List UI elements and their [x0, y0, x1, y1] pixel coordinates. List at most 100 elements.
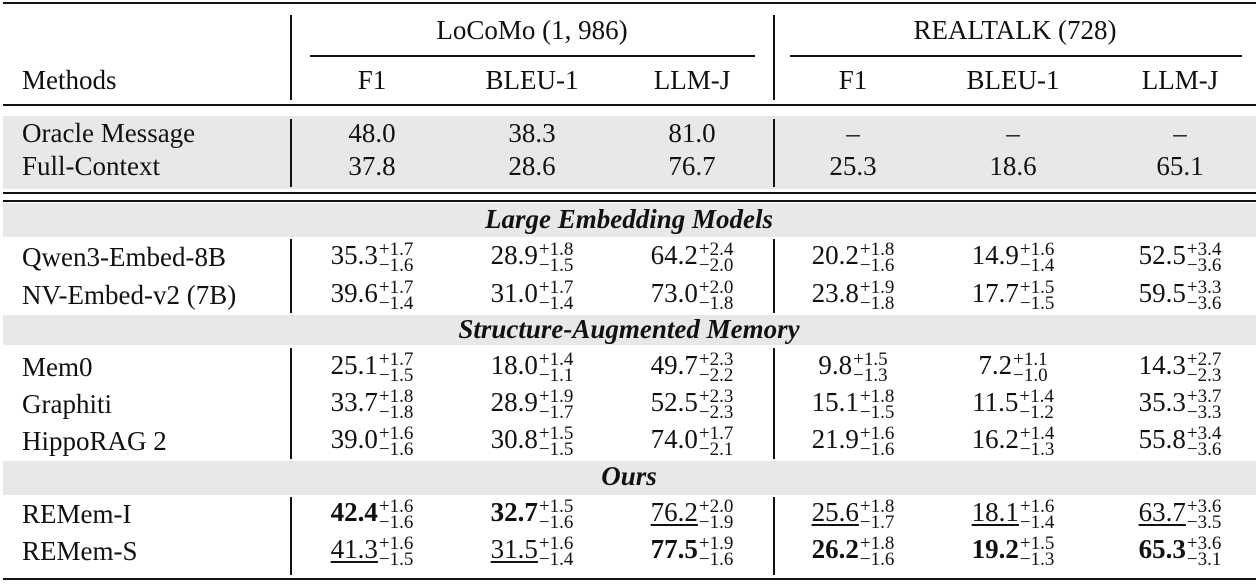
- group-header: LoCoMo (1, 986): [436, 15, 628, 45]
- upper-bound: +2.0: [698, 495, 734, 517]
- upper-bound: +1.8: [859, 495, 895, 517]
- row-name: REMem-I: [22, 499, 132, 529]
- section-title: Ours: [601, 461, 657, 491]
- cell-value: 55.8: [1138, 424, 1186, 454]
- cell: 74.0 +1.7 −2.1: [651, 422, 734, 460]
- rule: [3, 192, 1256, 194]
- cell-value: 64.2: [650, 240, 698, 270]
- upper-bound: +1.1: [1013, 348, 1048, 370]
- interval: +3.4 −3.6: [1186, 238, 1222, 275]
- section-title: Structure-Augmented Memory: [458, 314, 800, 344]
- interval: +2.0 −1.8: [699, 278, 733, 313]
- cell-value: 59.5: [1138, 278, 1186, 308]
- cell-value: 9.8: [818, 350, 853, 380]
- cell-value: 18.1: [971, 497, 1019, 527]
- separator: [773, 348, 775, 459]
- cell-value: 17.7: [971, 278, 1019, 308]
- upper-bound: +1.8: [859, 385, 895, 407]
- cell-value: 41.3: [330, 534, 378, 564]
- rule: [3, 2, 1256, 4]
- row-name: REMem-S: [22, 536, 138, 566]
- upper-bound: +3.7: [1186, 385, 1222, 407]
- separator: [773, 15, 775, 100]
- lower-bound: −1.7: [538, 401, 574, 423]
- rule: [3, 578, 1256, 580]
- upper-bound: +1.8: [859, 532, 895, 554]
- cell: 26.2 +1.8 −1.6: [811, 532, 895, 569]
- lower-bound: −1.5: [1019, 292, 1055, 314]
- cell-value: 11.5: [972, 387, 1019, 417]
- upper-bound: +3.4: [1186, 238, 1222, 260]
- lower-bound: −1.8: [378, 401, 414, 423]
- cell-value: 35.3: [330, 240, 378, 270]
- upper-bound: +1.7: [378, 276, 414, 298]
- cell: 35.3 +3.7 −3.3: [1138, 385, 1222, 422]
- cell: 52.5 +2.3 −2.3: [651, 385, 734, 423]
- cell-value: 15.1: [811, 387, 859, 417]
- cell: 39.6 +1.7 −1.4: [330, 276, 414, 313]
- upper-bound: +1.6: [859, 422, 895, 444]
- interval: +1.7 −1.5: [378, 348, 414, 386]
- cell-value: 35.3: [1138, 387, 1186, 417]
- cell-value: 31.5: [490, 534, 538, 564]
- interval: +1.1 −1.0: [1013, 348, 1048, 385]
- interval: +1.4 −1.1: [538, 350, 574, 386]
- lower-bound: −1.5: [378, 548, 414, 570]
- cell-value: 33.7: [330, 387, 378, 417]
- interval: +1.5 −1.5: [1019, 278, 1055, 314]
- interval: +2.4 −2.0: [699, 240, 733, 275]
- cell: 14.9 +1.6 −1.4: [972, 240, 1055, 276]
- lower-bound: −1.5: [538, 254, 574, 276]
- cell: 18.6: [989, 151, 1037, 181]
- cell: 73.0 +2.0 −1.8: [650, 278, 734, 313]
- row-name: Qwen3-Embed-8B: [22, 242, 226, 272]
- interval: +1.7 −1.4: [378, 276, 414, 313]
- interval: +1.4 −1.3: [1020, 424, 1054, 459]
- rule: [3, 104, 1256, 106]
- metric-header: BLEU-1: [485, 65, 579, 95]
- metric-header: BLEU-1: [966, 65, 1060, 95]
- upper-bound: +1.7: [698, 422, 734, 444]
- cell-value: 7.2: [978, 350, 1013, 380]
- interval: +1.8 −1.6: [859, 532, 895, 569]
- row-name: Graphiti: [22, 389, 112, 419]
- cell-value: 73.0: [650, 278, 698, 308]
- cell: 76.7: [668, 151, 716, 181]
- row-name: NV-Embed-v2 (7B): [22, 280, 237, 310]
- cell-value: 25.1: [330, 350, 378, 380]
- cell: 65.1: [1156, 151, 1204, 181]
- upper-bound: +1.9: [538, 385, 574, 407]
- interval: +1.8 −1.8: [378, 387, 414, 423]
- cell-value: 16.2: [971, 424, 1019, 454]
- interval: +1.8 −1.6: [860, 240, 894, 275]
- lower-bound: −2.3: [698, 401, 734, 423]
- separator: [290, 348, 292, 459]
- lower-bound: −1.5: [378, 364, 414, 386]
- lower-bound: −1.1: [538, 364, 574, 386]
- section-band: [3, 315, 1256, 345]
- cell: 31.0 +1.7 −1.4: [491, 278, 574, 313]
- cell: 77.5 +1.9 −1.6: [651, 534, 734, 569]
- section-band: [3, 461, 1256, 495]
- cell: 15.1 +1.8 −1.5: [811, 385, 895, 422]
- lower-bound: −1.4: [1019, 254, 1055, 276]
- cell: 35.3 +1.7 −1.6: [330, 240, 414, 275]
- cell-value: 26.2: [811, 534, 859, 564]
- lower-bound: −3.1: [1186, 548, 1222, 570]
- rule: [790, 55, 1242, 57]
- lower-bound: −1.3: [1019, 548, 1055, 570]
- cell: 42.4 +1.6 −1.6: [331, 497, 414, 532]
- upper-bound: +1.7: [378, 348, 414, 370]
- upper-bound: +2.3: [698, 385, 734, 407]
- cell-value: 28.9: [490, 240, 538, 270]
- lower-bound: −1.3: [853, 364, 888, 386]
- cell-value: 39.6: [330, 278, 378, 308]
- cell: 28.9 +1.8 −1.5: [490, 240, 574, 276]
- cell: 28.9 +1.9 −1.7: [491, 385, 574, 423]
- interval: +1.7 −2.1: [698, 422, 734, 460]
- lower-bound: −2.1: [698, 438, 734, 460]
- section-title: Large Embedding Models: [485, 204, 773, 234]
- cell-value: 21.9: [811, 424, 859, 454]
- cell: 81.0: [668, 118, 716, 148]
- cell: 63.7 +3.6 −3.5: [1139, 497, 1222, 532]
